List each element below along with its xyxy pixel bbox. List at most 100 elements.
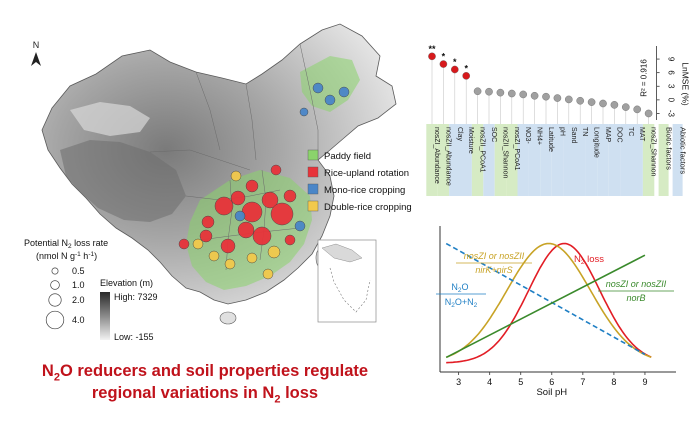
abiotic-legend-label: Abiotic factors — [679, 127, 688, 174]
site-marker — [241, 201, 263, 223]
importance-point — [439, 60, 448, 68]
site-marker — [270, 202, 294, 226]
importance-point — [519, 90, 528, 99]
biotic-legend-band — [658, 124, 669, 196]
y-tick-label: 0 — [667, 98, 676, 103]
site-marker — [178, 238, 190, 250]
elevation-legend: Elevation (m) High: 7329 Low: -155 — [100, 278, 158, 342]
site-marker — [270, 164, 282, 176]
legend-double-rice: Double-rice cropping — [324, 202, 412, 213]
ph-series-line — [445, 242, 652, 358]
factor-band — [642, 124, 655, 196]
ph-x-tick-label: 5 — [518, 377, 523, 387]
site-marker — [245, 179, 259, 193]
significance-label: ** — [428, 44, 436, 54]
hainan-island — [219, 311, 237, 325]
ph-x-tick-label: 3 — [456, 377, 461, 387]
size-legend-label: 4.0 — [72, 315, 85, 325]
site-marker — [324, 94, 336, 106]
importance-point — [633, 105, 642, 114]
site-marker — [252, 226, 272, 246]
factor-label: nosZI_PCoA1 — [513, 127, 520, 171]
paddy-northeast — [300, 56, 360, 112]
site-marker — [294, 220, 306, 232]
factor-band — [574, 124, 586, 196]
legend-swatch-mono-rice — [307, 183, 319, 195]
size-legend-circle — [45, 310, 65, 330]
factor-label: MAT — [638, 127, 645, 142]
importance-point — [450, 65, 459, 74]
factor-band — [597, 124, 609, 196]
importance-point — [542, 92, 550, 101]
factor-band — [483, 124, 495, 196]
legend-swatch-paddy — [307, 149, 319, 161]
factor-band — [620, 124, 632, 196]
main-title-line2: regional variations in N2 loss — [91, 384, 319, 406]
ph-x-tick-label: 7 — [580, 377, 585, 387]
factor-label: TN — [581, 127, 588, 136]
site-marker — [283, 189, 297, 203]
importance-point — [485, 87, 493, 96]
factor-band — [471, 124, 484, 196]
factor-band — [437, 124, 450, 196]
ph-x-tick-label: 4 — [487, 377, 492, 387]
site-marker — [192, 238, 204, 250]
rate-legend-title: Potential N2 loss rate — [24, 238, 108, 250]
factor-label: Moisture — [467, 127, 474, 154]
ph-x-tick-label: 8 — [611, 377, 616, 387]
factor-label: DOC — [615, 127, 622, 143]
size-legend-label: 1.0 — [72, 280, 85, 290]
importance-point — [530, 91, 539, 100]
legend-swatch-rice-upland — [307, 166, 319, 178]
china-map: N — [31, 23, 397, 325]
ph-series-line — [445, 242, 646, 356]
inset-coast — [321, 243, 363, 263]
site-marker — [246, 252, 258, 264]
importance-point — [587, 98, 596, 106]
site-markers — [178, 82, 350, 280]
factor-label: nosZII_PCoA1 — [479, 127, 486, 173]
r2-label: R² = 0.916 — [640, 59, 649, 97]
ph-concept-chart: 3 4 5 6 7 8 9 Soil pH N2 loss nosZI or nosZII nirK… — [436, 226, 676, 398]
site-marker — [284, 234, 296, 246]
factor-band — [460, 124, 472, 196]
importance-chart: Biotic factors Abiotic factors**nosZI_Abu… — [426, 44, 691, 196]
elevation-title: Elevation (m) — [100, 278, 153, 288]
ph-series-line — [446, 242, 652, 364]
n2o-ratio-denominator: N2O+N2 — [445, 297, 478, 309]
plateau-shading — [60, 140, 186, 222]
size-legend-label: 0.5 — [72, 266, 85, 276]
nosz-norb-numerator: nosZI or nosZII — [606, 279, 667, 289]
factor-band — [585, 124, 598, 196]
site-marker — [312, 82, 324, 94]
site-marker — [199, 229, 213, 243]
nosz-nir-numerator: nosZI or nosZII — [464, 251, 525, 261]
significance-label: * — [453, 57, 457, 67]
factor-label: Sand — [570, 127, 577, 143]
site-marker — [234, 210, 246, 222]
legend-swatch-double-rice — [307, 200, 319, 212]
abiotic-legend-band — [672, 124, 683, 196]
site-marker — [261, 191, 279, 209]
size-legend-circle — [48, 293, 62, 307]
y-axis-label: LnMSE (%) — [681, 62, 691, 106]
elevation-bar — [100, 292, 110, 340]
factor-band — [506, 124, 518, 196]
site-marker — [237, 221, 255, 239]
ph-x-axis-label: Soil pH — [536, 387, 567, 398]
factor-label: NH4+ — [536, 127, 543, 145]
y-tick-label: 3 — [667, 84, 676, 89]
map-legend: Paddy field Rice-upland rotation Mono-ri… — [307, 149, 412, 213]
factor-band — [551, 124, 564, 196]
factor-label: SOC — [490, 127, 497, 142]
factor-label: NO3- — [524, 127, 531, 144]
factor-band — [494, 124, 507, 196]
site-marker — [220, 238, 236, 254]
n2-loss-label: N2 loss — [574, 254, 604, 266]
importance-point — [576, 96, 585, 105]
south-sea-inset — [317, 239, 377, 323]
legend-mono-rice: Mono-rice cropping — [324, 185, 405, 196]
site-marker — [299, 107, 309, 117]
size-legend-circle — [50, 280, 60, 290]
